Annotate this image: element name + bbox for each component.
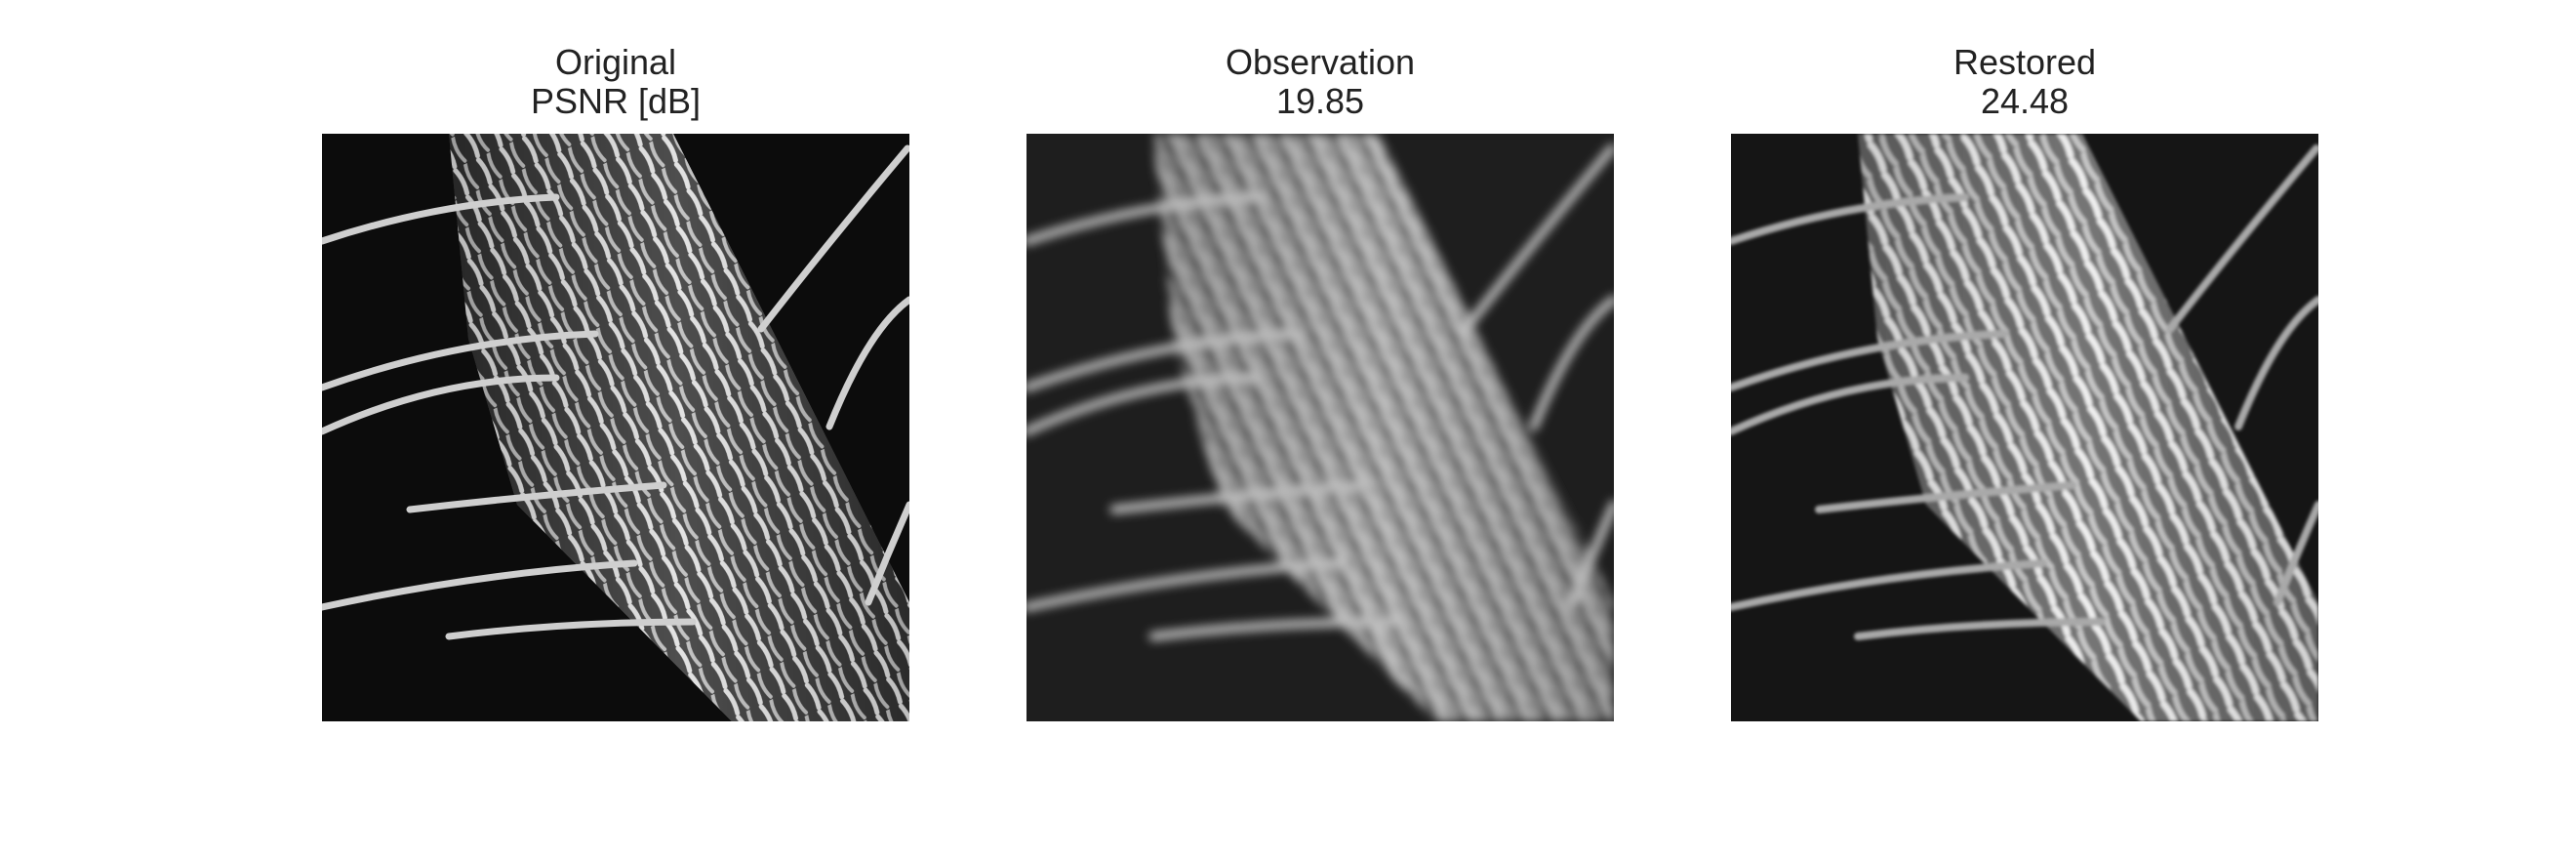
panel-title: Observation [1225,42,1416,82]
panel-title: Original [554,42,677,82]
microscopy-image-observation [1026,134,1614,721]
panel-subtitle: PSNR [dB] [530,81,702,121]
restored-image [1731,134,2318,721]
microscopy-image-restored [1731,134,2318,721]
observation-image [1026,134,1614,721]
panel-title: Restored [1952,42,2097,82]
panel-subtitle: 24.48 [1980,81,2070,121]
original-image [322,134,909,721]
microscopy-image-original [322,134,909,721]
panel-subtitle: 19.85 [1275,81,1365,121]
